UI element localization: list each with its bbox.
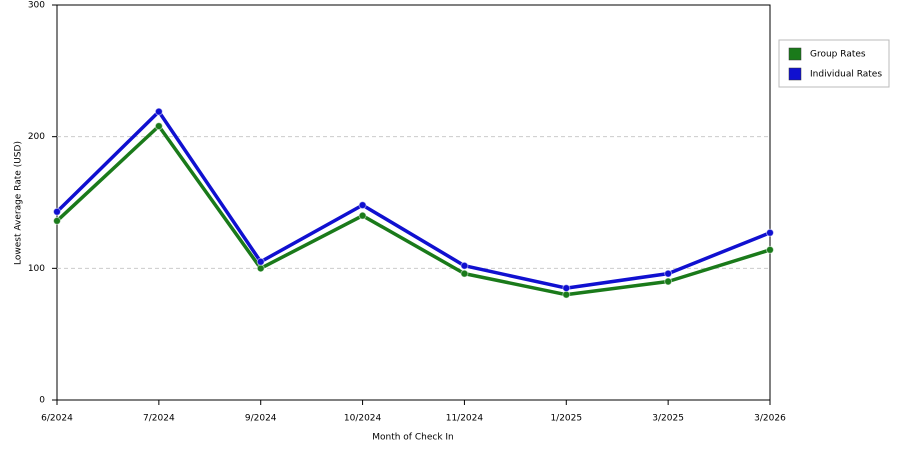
series-line — [55, 124, 771, 297]
data-point — [460, 261, 469, 270]
x-tick-label: 1/2025 — [550, 414, 582, 424]
y-tick-label: 0 — [39, 396, 45, 406]
data-point — [562, 290, 571, 299]
y-tick-label: 300 — [28, 1, 45, 11]
data-point — [154, 107, 163, 116]
data-point — [256, 264, 265, 273]
plot-frame — [56, 4, 771, 401]
y-tick-label: 100 — [28, 264, 45, 274]
x-tick-label: 11/2024 — [446, 414, 484, 424]
x-tick-label: 3/2026 — [754, 414, 786, 424]
legend-swatch — [788, 67, 802, 81]
data-point — [664, 269, 673, 278]
data-point — [460, 269, 469, 278]
data-point — [256, 257, 265, 266]
data-point — [766, 245, 774, 254]
legend-label: Individual Rates — [810, 70, 882, 80]
x-tick-label: 10/2024 — [344, 414, 382, 424]
data-point — [664, 277, 673, 286]
data-point — [766, 228, 774, 237]
y-tick-label: 200 — [28, 132, 45, 142]
data-point — [53, 216, 61, 225]
data-point — [154, 122, 163, 131]
x-tick-label: 7/2024 — [143, 414, 175, 424]
x-tick-label: 3/2025 — [652, 414, 684, 424]
data-point — [53, 207, 61, 216]
data-point — [562, 284, 571, 293]
x-tick-label: 6/2024 — [41, 414, 73, 424]
legend-swatch — [788, 47, 802, 61]
y-axis-label: Lowest Average Rate (USD) — [14, 141, 24, 265]
data-point — [358, 211, 367, 220]
data-point — [358, 201, 367, 210]
series-line — [55, 109, 771, 290]
x-tick-label: 9/2024 — [245, 414, 277, 424]
legend-label: Group Rates — [810, 50, 866, 60]
x-axis-label: Month of Check In — [372, 433, 454, 443]
